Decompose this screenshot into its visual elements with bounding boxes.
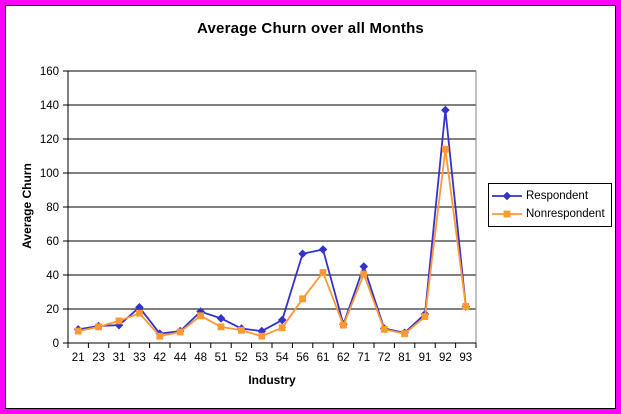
x-tick-label: 62 [337, 352, 350, 364]
diamond-marker [441, 105, 450, 115]
diamond-marker [135, 303, 144, 312]
x-tick-label: 81 [398, 352, 411, 364]
diamond-marker [359, 262, 369, 271]
legend-label-respondent: Respondent [526, 190, 589, 203]
square-marker [421, 313, 429, 321]
square-marker [503, 210, 511, 218]
square-marker [360, 270, 368, 278]
series-line [78, 109, 467, 335]
square-marker [136, 309, 143, 317]
square-marker [258, 332, 266, 340]
x-tick-label: 31 [113, 352, 126, 364]
diamond-marker [277, 315, 287, 325]
x-tick-label: 53 [255, 352, 268, 364]
diamond-marker [196, 307, 205, 316]
plot-area: 0 20 40 60 80 100 120 140 160 21 23 31 33 42 44 48 51 52 5… [40, 66, 477, 364]
x-axis-title: Industry [248, 373, 296, 387]
square-marker [401, 330, 408, 338]
x-tick-label: 21 [72, 352, 85, 364]
x-tick-label: 54 [276, 352, 289, 364]
y-tick-label: 140 [40, 100, 59, 112]
square-marker [319, 269, 327, 276]
square-marker [299, 295, 306, 303]
x-tick-label: 44 [174, 352, 187, 364]
y-tick-label: 20 [46, 304, 59, 316]
y-tick-label: 40 [46, 270, 59, 282]
x-tick-label: 23 [92, 352, 105, 364]
square-marker [380, 326, 388, 333]
x-tick-label: 72 [378, 352, 391, 364]
chart-title: Average Churn over all Months [197, 20, 424, 37]
legend: Respondent Nonrespondent [488, 183, 612, 227]
x-tick-label: 42 [153, 352, 166, 364]
square-marker [278, 324, 286, 332]
diamond-marker [298, 249, 307, 259]
diamond-marker [216, 314, 226, 323]
x-tick-label: 61 [317, 352, 330, 364]
x-tick-label: 56 [296, 352, 309, 364]
square-marker [462, 303, 470, 310]
diamond-marker [502, 192, 512, 201]
legend-item-respondent: Respondent [491, 190, 609, 202]
y-tick-label: 100 [40, 168, 59, 180]
square-marker [95, 323, 102, 331]
nonrespondent-line-square-icon [492, 210, 522, 218]
x-tick-label: 33 [133, 352, 146, 364]
x-tick-label: 51 [215, 352, 228, 364]
square-marker [217, 323, 225, 331]
square-marker [176, 328, 184, 336]
square-marker [340, 321, 347, 329]
y-tick-label: 160 [40, 66, 59, 78]
x-tick-label: 48 [194, 352, 207, 364]
legend-label-nonrespondent: Nonrespondent [526, 207, 605, 220]
x-tick-label: 91 [419, 352, 432, 364]
y-tick-label: 120 [40, 134, 59, 146]
diamond-marker [318, 245, 328, 254]
respondent-line-diamond-icon [492, 192, 522, 201]
x-tick-label: 92 [439, 352, 452, 364]
square-marker [197, 312, 204, 320]
y-tick-label: 0 [53, 338, 59, 350]
x-tick-label: 71 [357, 352, 370, 364]
square-marker [442, 145, 449, 153]
legend-item-nonrespondent: Nonrespondent [491, 208, 609, 220]
x-tick-label: 52 [235, 352, 248, 364]
x-tick-label: 93 [459, 352, 472, 364]
square-marker [238, 326, 245, 334]
y-tick-label: 60 [46, 236, 59, 248]
square-marker [115, 317, 123, 325]
series-nonrespondent [74, 145, 470, 340]
y-tick-label: 80 [46, 202, 59, 214]
square-marker [156, 332, 164, 340]
series-respondent [73, 105, 471, 338]
square-marker [74, 327, 82, 335]
